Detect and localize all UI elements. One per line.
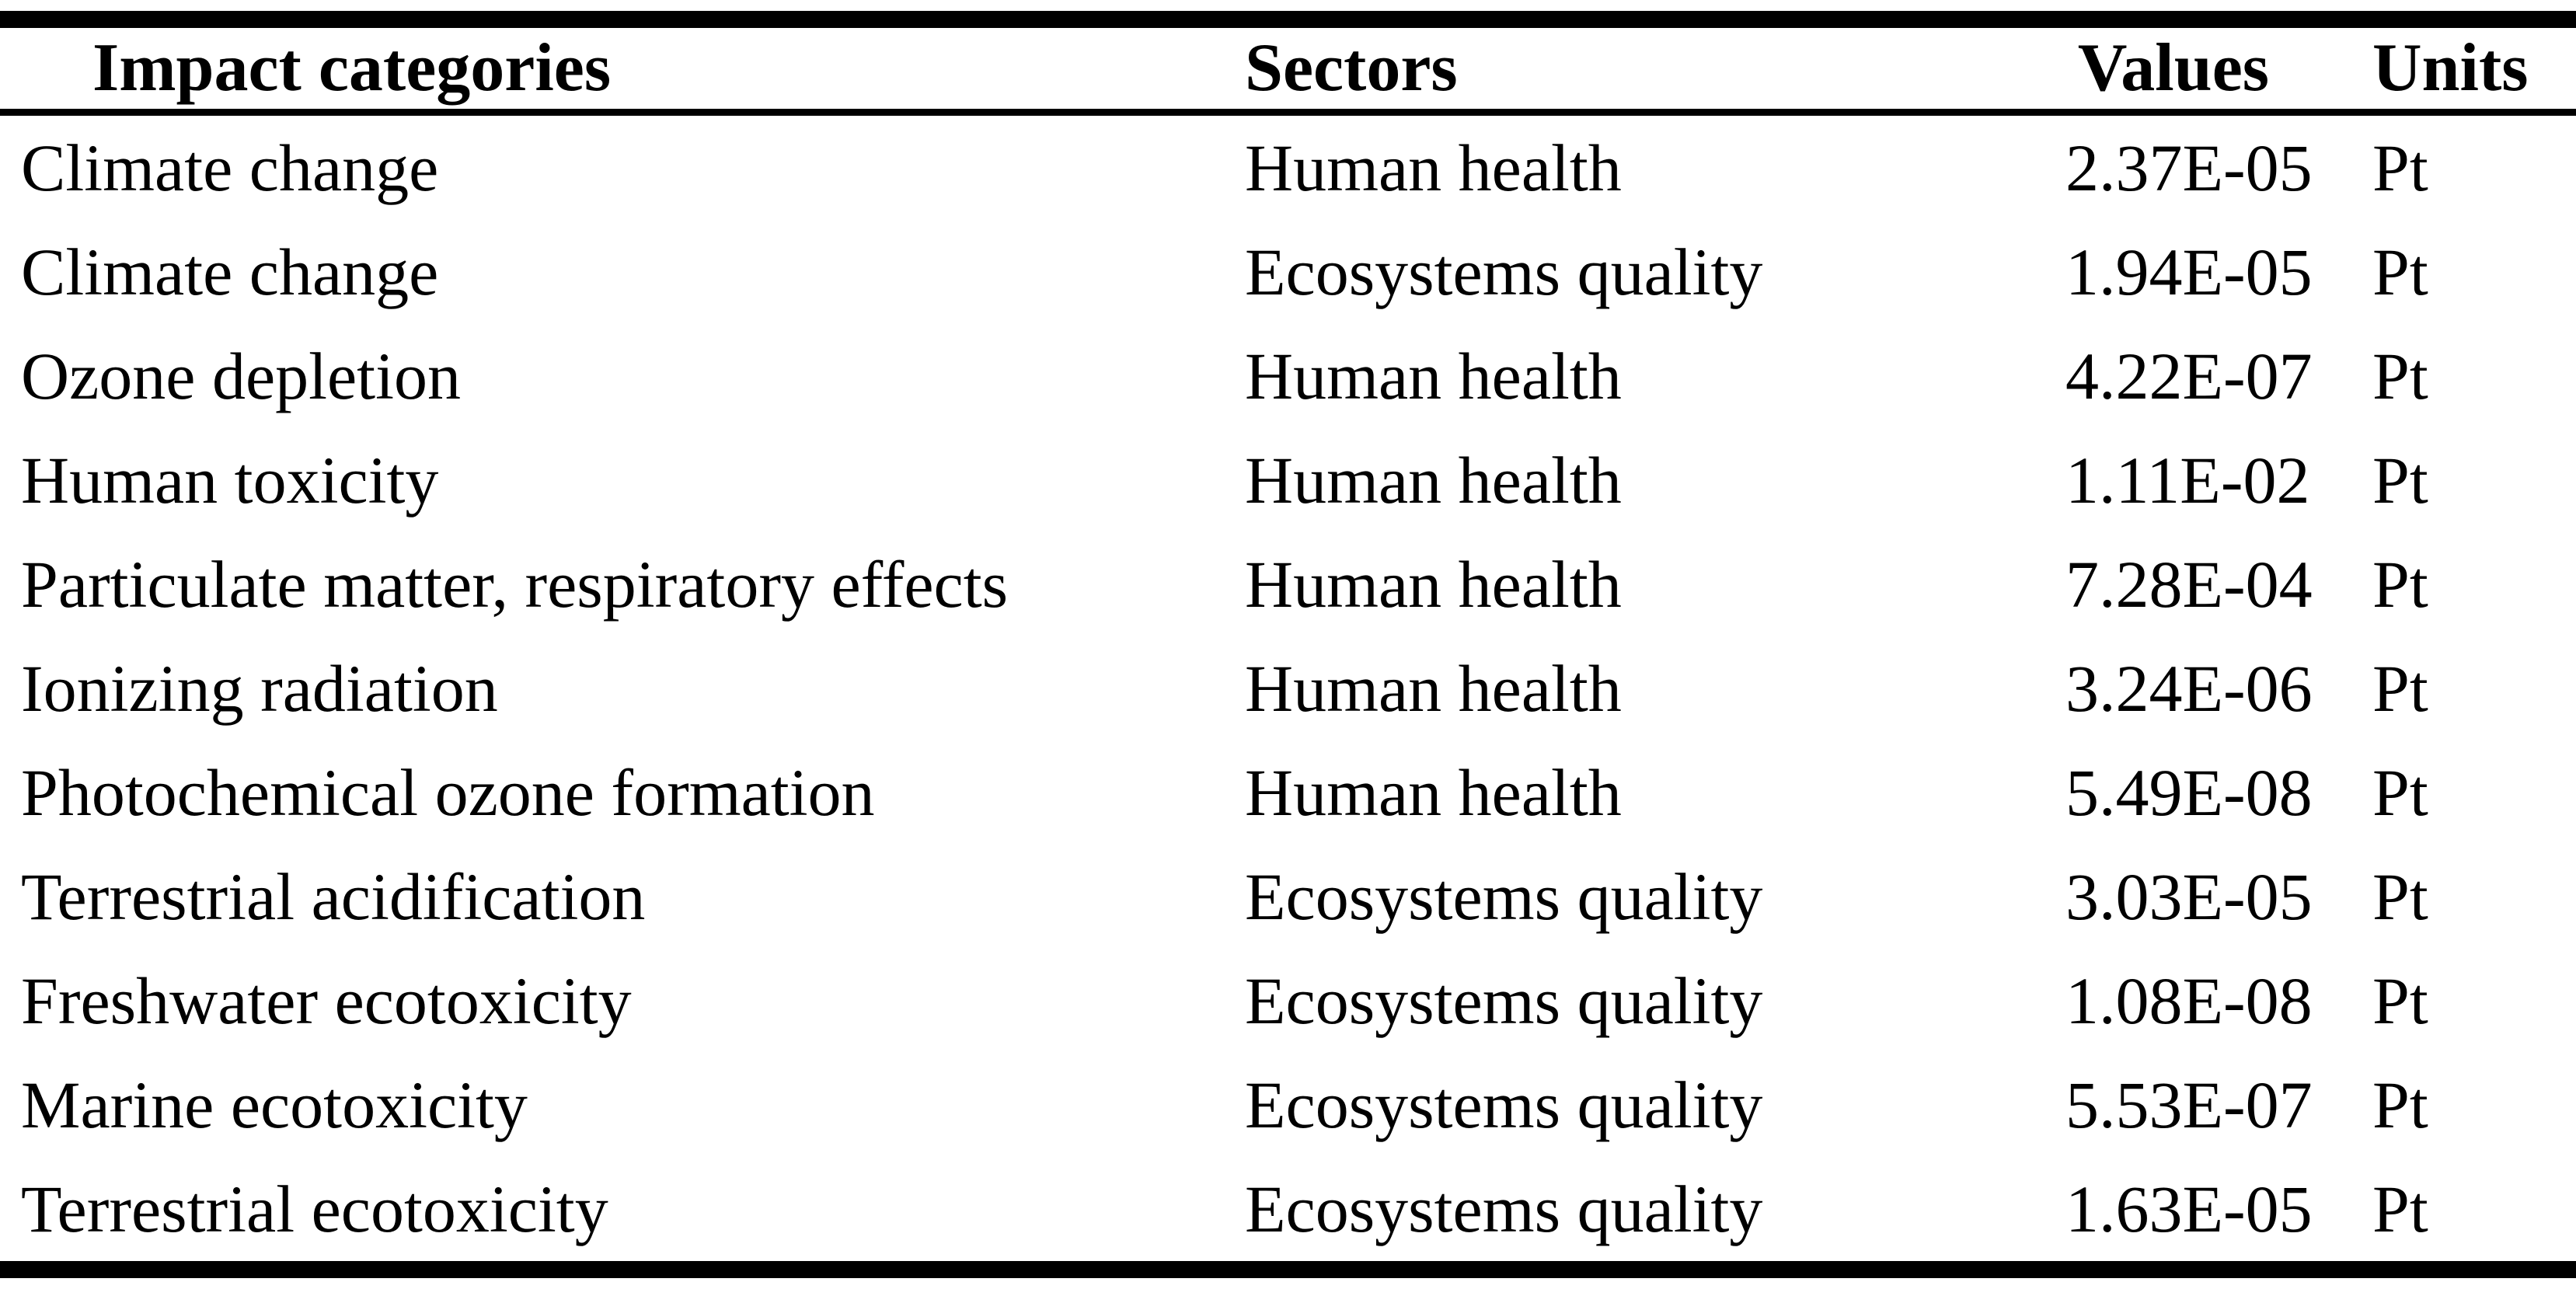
impact-cell: Photochemical ozone formation	[21, 755, 875, 830]
table-row: Marine ecotoxicity Ecosystems quality 5.53…	[0, 1053, 2576, 1157]
header-values: Values	[2077, 30, 2269, 106]
header-units: Units	[2372, 30, 2529, 106]
table-row: Particulate matter, respiratory effects H…	[0, 532, 2576, 636]
sector-cell: Ecosystems quality	[1245, 859, 1763, 934]
table-row: Terrestrial ecotoxicity Ecosystems qualit…	[0, 1157, 2576, 1261]
unit-cell: Pt	[2372, 859, 2428, 934]
table-header-row: Impact categories Sectors Values Units	[0, 28, 2576, 109]
table-row: Climate change Human health 2.37E-05 Pt	[0, 116, 2576, 220]
table-row: Photochemical ozone formation Human healt…	[0, 740, 2576, 845]
value-cell: 1.63E-05	[2065, 1172, 2313, 1246]
table-row: Terrestrial acidification Ecosystems qual…	[0, 845, 2576, 949]
value-cell: 7.28E-04	[2065, 547, 2313, 622]
impact-cell: Ozone depletion	[21, 339, 461, 413]
value-cell: 5.49E-08	[2065, 755, 2313, 830]
impact-cell: Freshwater ecotoxicity	[21, 963, 632, 1038]
table-row: Freshwater ecotoxicity Ecosystems quality…	[0, 949, 2576, 1053]
unit-cell: Pt	[2372, 1172, 2428, 1246]
unit-cell: Pt	[2372, 443, 2428, 517]
unit-cell: Pt	[2372, 235, 2428, 309]
value-cell: 1.11E-02	[2065, 443, 2310, 517]
impact-cell: Terrestrial ecotoxicity	[21, 1172, 608, 1246]
unit-cell: Pt	[2372, 339, 2428, 413]
table-row: Climate change Ecosystems quality 1.94E-05…	[0, 220, 2576, 324]
sector-cell: Human health	[1245, 339, 1622, 413]
sector-cell: Human health	[1245, 547, 1622, 622]
sector-cell: Human health	[1245, 131, 1622, 205]
value-cell: 1.94E-05	[2065, 235, 2313, 309]
value-cell: 4.22E-07	[2065, 339, 2313, 413]
table-row: Ionizing radiation Human health 3.24E-06 Pt	[0, 636, 2576, 740]
unit-cell: Pt	[2372, 755, 2428, 830]
table-row: Human toxicity Human health 1.11E-02 Pt	[0, 428, 2576, 532]
table-body: Climate change Human health 2.37E-05 Pt Clim…	[0, 116, 2576, 1261]
value-cell: 2.37E-05	[2065, 131, 2313, 205]
value-cell: 5.53E-07	[2065, 1068, 2313, 1142]
sector-cell: Human health	[1245, 443, 1622, 517]
value-cell: 3.24E-06	[2065, 651, 2313, 726]
value-cell: 3.03E-05	[2065, 859, 2313, 934]
sector-cell: Ecosystems quality	[1245, 235, 1763, 309]
top-rule	[0, 11, 2576, 28]
header-divider-rule	[0, 109, 2576, 116]
impact-cell: Terrestrial acidification	[21, 859, 646, 934]
header-sectors: Sectors	[1245, 30, 1458, 106]
table-row: Ozone depletion Human health 4.22E-07 Pt	[0, 324, 2576, 428]
impact-cell: Particulate matter, respiratory effects	[21, 547, 1009, 622]
header-impact-categories: Impact categories	[92, 30, 612, 106]
unit-cell: Pt	[2372, 963, 2428, 1038]
sector-cell: Ecosystems quality	[1245, 1172, 1763, 1246]
sector-cell: Ecosystems quality	[1245, 1068, 1763, 1142]
unit-cell: Pt	[2372, 131, 2428, 205]
unit-cell: Pt	[2372, 651, 2428, 726]
impact-table: Impact categories Sectors Values Units C…	[0, 28, 2576, 1261]
sector-cell: Human health	[1245, 755, 1622, 830]
unit-cell: Pt	[2372, 547, 2428, 622]
impact-cell: Human toxicity	[21, 443, 439, 517]
value-cell: 1.08E-08	[2065, 963, 2313, 1038]
impact-cell: Climate change	[21, 131, 439, 205]
impact-cell: Ionizing radiation	[21, 651, 498, 726]
bottom-rule	[0, 1261, 2576, 1278]
unit-cell: Pt	[2372, 1068, 2428, 1142]
sector-cell: Human health	[1245, 651, 1622, 726]
sector-cell: Ecosystems quality	[1245, 963, 1763, 1038]
impact-cell: Marine ecotoxicity	[21, 1068, 528, 1142]
impact-cell: Climate change	[21, 235, 439, 309]
